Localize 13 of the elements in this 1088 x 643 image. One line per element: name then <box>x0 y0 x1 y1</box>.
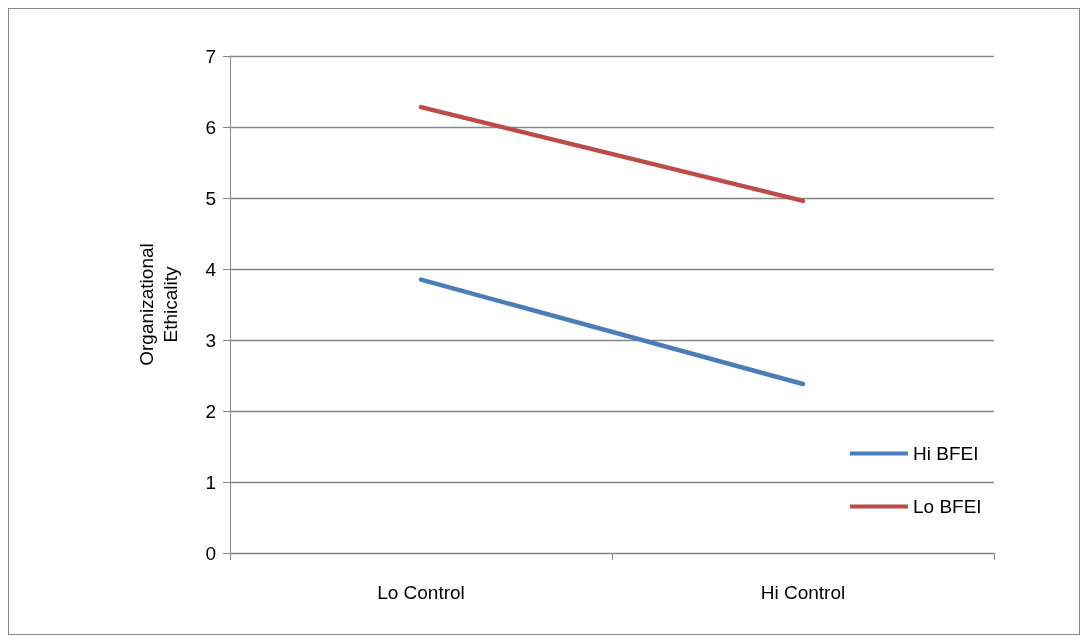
y-axis-title: Organizational Ethicality <box>135 243 181 366</box>
y-tick-label: 5 <box>205 187 216 209</box>
legend-label: Hi BFEI <box>913 443 979 464</box>
y-tick-label: 4 <box>205 258 217 280</box>
y-tick-label: 7 <box>205 45 216 67</box>
x-tick-label: Lo Control <box>377 582 465 603</box>
y-tick-label: 1 <box>205 471 216 493</box>
y-tick-label: 0 <box>205 542 216 564</box>
y-tick-label: 3 <box>205 329 216 351</box>
y-tick-label: 2 <box>205 400 216 422</box>
legend-label: Lo BFEI <box>913 496 982 517</box>
y-tick-label: 6 <box>205 116 216 138</box>
x-tick-label: Hi Control <box>760 582 846 603</box>
